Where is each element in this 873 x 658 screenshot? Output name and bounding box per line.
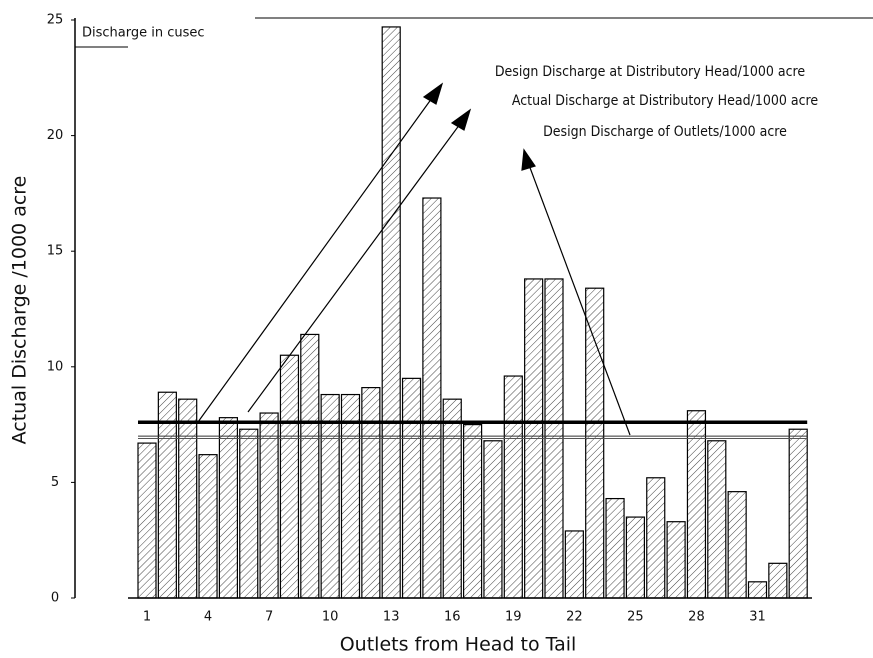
bars	[137, 26, 808, 599]
y-tick-label: 20	[47, 128, 64, 143]
x-tick-label: 19	[505, 610, 522, 625]
bar	[178, 398, 198, 599]
annotation: Design Discharge of Outlets/1000 acre	[543, 124, 787, 140]
bar	[747, 581, 768, 599]
bar	[300, 333, 320, 599]
y-axis-label: Actual Discharge /1000 acre	[9, 176, 31, 445]
x-tick-label: 4	[204, 610, 212, 625]
bar	[198, 454, 218, 599]
annotation: Actual Discharge at Distributory Head/10…	[512, 93, 819, 109]
bar	[463, 424, 483, 599]
bar	[381, 26, 401, 599]
y-tick-label: 5	[51, 475, 59, 490]
bar	[340, 393, 361, 599]
arrowhead	[450, 108, 472, 131]
bar	[320, 393, 340, 599]
bar	[157, 391, 177, 599]
bar	[666, 521, 686, 599]
bar	[768, 562, 788, 599]
arrows	[197, 82, 631, 436]
x-tick-label: 13	[383, 610, 400, 625]
bar	[137, 442, 157, 599]
bar	[401, 377, 422, 599]
arrow	[197, 97, 433, 423]
bar	[605, 497, 625, 599]
x-axis-label: Outlets from Head to Tail	[340, 634, 577, 656]
x-tick-label: 7	[265, 610, 273, 625]
box-title: Discharge in cusec	[82, 26, 205, 41]
x-tick-label: 10	[322, 610, 339, 625]
bar	[707, 440, 727, 599]
bar	[564, 530, 584, 599]
bar	[646, 477, 666, 599]
arrow	[247, 123, 461, 413]
bar	[259, 412, 279, 599]
bar	[727, 491, 747, 599]
x-tick-label: 16	[444, 610, 461, 625]
bar	[585, 287, 605, 599]
y-tick-label: 0	[51, 591, 59, 606]
bar	[503, 375, 523, 599]
y-tick-label: 15	[47, 244, 64, 259]
annotation: Design Discharge at Distributory Head/10…	[495, 64, 806, 80]
overlay: Design Discharge at Distributory Head/10…	[138, 64, 819, 439]
x-tick-label: 28	[688, 610, 705, 625]
bar	[361, 387, 381, 599]
bar	[625, 516, 646, 599]
bar	[279, 354, 300, 599]
bar	[239, 428, 259, 599]
x-tick-label: 22	[566, 610, 583, 625]
bar	[483, 440, 503, 599]
bar	[686, 410, 707, 599]
bar	[218, 417, 238, 599]
bar	[442, 398, 462, 599]
arrowhead	[422, 82, 444, 105]
y-tick-label: 25	[47, 13, 64, 28]
bar	[788, 428, 808, 599]
arrow	[528, 164, 631, 436]
x-tick-label: 31	[749, 610, 766, 625]
bar	[422, 197, 442, 599]
x-tick-label: 25	[627, 610, 644, 625]
arrowhead	[521, 148, 536, 171]
x-tick-label: 1	[143, 610, 151, 625]
y-tick-label: 10	[47, 359, 64, 374]
